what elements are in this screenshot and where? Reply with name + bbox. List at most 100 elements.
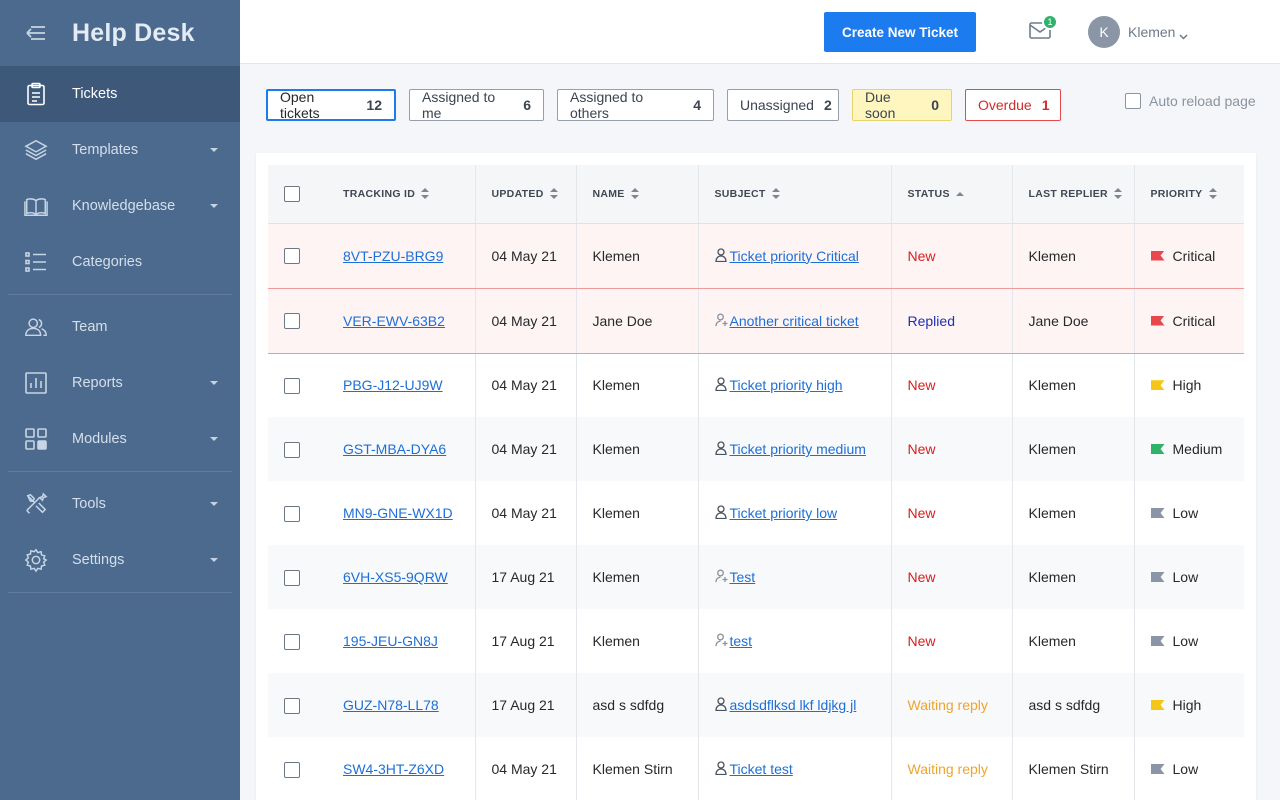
sidebar-item-modules[interactable]: Modules <box>0 411 240 467</box>
sidebar-item-templates[interactable]: Templates <box>0 122 240 178</box>
user-icon <box>714 377 727 392</box>
subject-link[interactable]: Test <box>729 569 756 585</box>
column-label: NAME <box>592 187 625 200</box>
table-row[interactable]: GUZ-N78-LL78 17 Aug 21 asd s sdfdg asdsdflk… <box>268 673 1244 737</box>
status-cell: New <box>891 222 1013 289</box>
updated-cell: 04 May 21 <box>475 222 577 289</box>
table-row[interactable]: MN9-GNE-WX1D 04 May 21 Klemen Ticket priori… <box>268 481 1244 545</box>
sort-icon <box>1208 187 1217 200</box>
tracking-id-link[interactable]: 6VH-XS5-9QRW <box>343 569 448 585</box>
sidebar-item-label: Reports <box>72 375 123 391</box>
sidebar-item-reports[interactable]: Reports <box>0 355 240 411</box>
status-cell: Waiting reply <box>891 673 1013 737</box>
auto-reload-checkbox[interactable] <box>1125 93 1141 109</box>
last-replier-cell: Klemen Stirn <box>1012 737 1135 800</box>
name-cell: Klemen <box>576 609 699 673</box>
column-status[interactable]: STATUS <box>891 165 1013 224</box>
column-updated[interactable]: UPDATED <box>475 165 577 224</box>
filter-due-soon[interactable]: Due soon 0 <box>852 89 952 121</box>
sort-icon <box>421 187 430 200</box>
column-last-replier[interactable]: LAST REPLIER <box>1012 165 1135 224</box>
subject-link[interactable]: asdsdflksd lkf ldjkg jl <box>729 697 857 713</box>
row-checkbox[interactable] <box>284 313 300 330</box>
column-subject[interactable]: SUBJECT <box>698 165 892 224</box>
mail-button[interactable]: 1 <box>1028 14 1058 44</box>
column-label: UPDATED <box>491 187 544 200</box>
sidebar-item-knowledgebase[interactable]: Knowledgebase <box>0 178 240 234</box>
table-row[interactable]: GST-MBA-DYA6 04 May 21 Klemen Ticket priori… <box>268 417 1244 481</box>
row-checkbox[interactable] <box>284 697 300 714</box>
tracking-id-link[interactable]: 8VT-PZU-BRG9 <box>343 247 444 264</box>
name-cell: Klemen <box>576 417 699 481</box>
table-row[interactable]: 6VH-XS5-9QRW 17 Aug 21 Klemen Test New Klemen… <box>268 545 1244 609</box>
user-icon <box>714 697 727 712</box>
tracking-id-link[interactable]: 195-JEU-GN8J <box>343 633 438 649</box>
sort-icon <box>630 187 639 200</box>
column-tracking-id[interactable]: TRACKING ID <box>327 165 476 224</box>
table-row[interactable]: VER-EWV-63B2 04 May 21 Jane Doe Another cri… <box>268 288 1244 354</box>
tracking-id-link[interactable]: SW4-3HT-Z6XD <box>343 761 445 777</box>
subject-cell: Ticket priority Critical <box>698 222 892 289</box>
filter-assigned-to-others[interactable]: Assigned to others 4 <box>557 89 714 121</box>
priority-cell: Critical <box>1134 288 1244 354</box>
select-all-checkbox[interactable] <box>284 185 300 202</box>
table-row[interactable]: PBG-J12-UJ9W 04 May 21 Klemen Ticket priori… <box>268 353 1244 417</box>
tracking-id-link[interactable]: VER-EWV-63B2 <box>343 312 445 329</box>
user-menu[interactable]: K Klemen <box>1088 16 1188 48</box>
subject-link[interactable]: test <box>729 633 753 649</box>
filter-assigned-to-me[interactable]: Assigned to me 6 <box>409 89 544 121</box>
sidebar-item-tickets[interactable]: Tickets <box>0 66 240 122</box>
last-replier-cell: Klemen <box>1012 353 1135 417</box>
column-name[interactable]: NAME <box>576 165 699 224</box>
chevron-down-icon <box>210 204 218 208</box>
filter-open-tickets[interactable]: Open tickets 12 <box>266 89 396 121</box>
table-row[interactable]: 8VT-PZU-BRG9 04 May 21 Klemen Ticket priori… <box>268 222 1244 289</box>
priority-cell: High <box>1134 353 1244 417</box>
tracking-id-cell: GUZ-N78-LL78 <box>327 673 476 737</box>
name-cell: Klemen <box>576 222 699 289</box>
tracking-id-link[interactable]: GUZ-N78-LL78 <box>343 697 439 713</box>
updated-cell: 17 Aug 21 <box>475 545 577 609</box>
gear-icon <box>24 548 48 573</box>
chevron-down-icon <box>210 381 218 385</box>
subject-link[interactable]: Ticket priority medium <box>729 441 866 457</box>
subject-cell: Ticket priority high <box>698 353 892 417</box>
sidebar-item-categories[interactable]: Categories <box>0 234 240 290</box>
column-priority[interactable]: PRIORITY <box>1134 165 1244 224</box>
subject-link[interactable]: Another critical ticket <box>729 312 859 329</box>
tracking-id-link[interactable]: MN9-GNE-WX1D <box>343 505 453 521</box>
create-ticket-button[interactable]: Create New Ticket <box>824 12 976 52</box>
subject-link[interactable]: Ticket priority high <box>729 377 843 394</box>
row-checkbox[interactable] <box>284 377 300 394</box>
filter-overdue[interactable]: Overdue 1 <box>965 89 1061 121</box>
subject-cell: Test <box>698 545 892 609</box>
subject-link[interactable]: Ticket priority Critical <box>729 247 859 264</box>
table-row[interactable]: 195-JEU-GN8J 17 Aug 21 Klemen test New Klemen… <box>268 609 1244 673</box>
priority-cell: Low <box>1134 737 1244 800</box>
sidebar-item-team[interactable]: Team <box>0 299 240 355</box>
sidebar-item-label: Settings <box>72 552 125 568</box>
row-checkbox[interactable] <box>284 248 300 265</box>
row-checkbox[interactable] <box>284 569 300 586</box>
sidebar-item-tools[interactable]: Tools <box>0 476 240 532</box>
table-row[interactable]: SW4-3HT-Z6XD 04 May 21 Klemen Stirn Ticket … <box>268 737 1244 800</box>
priority-label: Critical <box>1172 247 1216 264</box>
auto-reload-toggle[interactable]: Auto reload page <box>1125 93 1256 109</box>
filter-unassigned[interactable]: Unassigned 2 <box>727 89 839 121</box>
subject-link[interactable]: Ticket priority low <box>729 505 838 521</box>
priority-flag-icon <box>1150 315 1165 326</box>
last-replier-cell: Klemen <box>1012 222 1135 289</box>
row-checkbox[interactable] <box>284 633 300 650</box>
subject-link[interactable]: Ticket test <box>729 761 793 777</box>
collapse-menu-icon[interactable] <box>24 21 48 45</box>
sidebar-item-settings[interactable]: Settings <box>0 532 240 588</box>
row-checkbox[interactable] <box>284 441 300 458</box>
user-name: Klemen <box>1128 24 1176 40</box>
priority-label: Low <box>1172 633 1199 649</box>
status-cell: New <box>891 545 1013 609</box>
row-checkbox[interactable] <box>284 761 300 778</box>
row-checkbox[interactable] <box>284 505 300 522</box>
tracking-id-link[interactable]: GST-MBA-DYA6 <box>343 441 447 457</box>
tracking-id-link[interactable]: PBG-J12-UJ9W <box>343 377 443 394</box>
tracking-id-cell: 6VH-XS5-9QRW <box>327 545 476 609</box>
